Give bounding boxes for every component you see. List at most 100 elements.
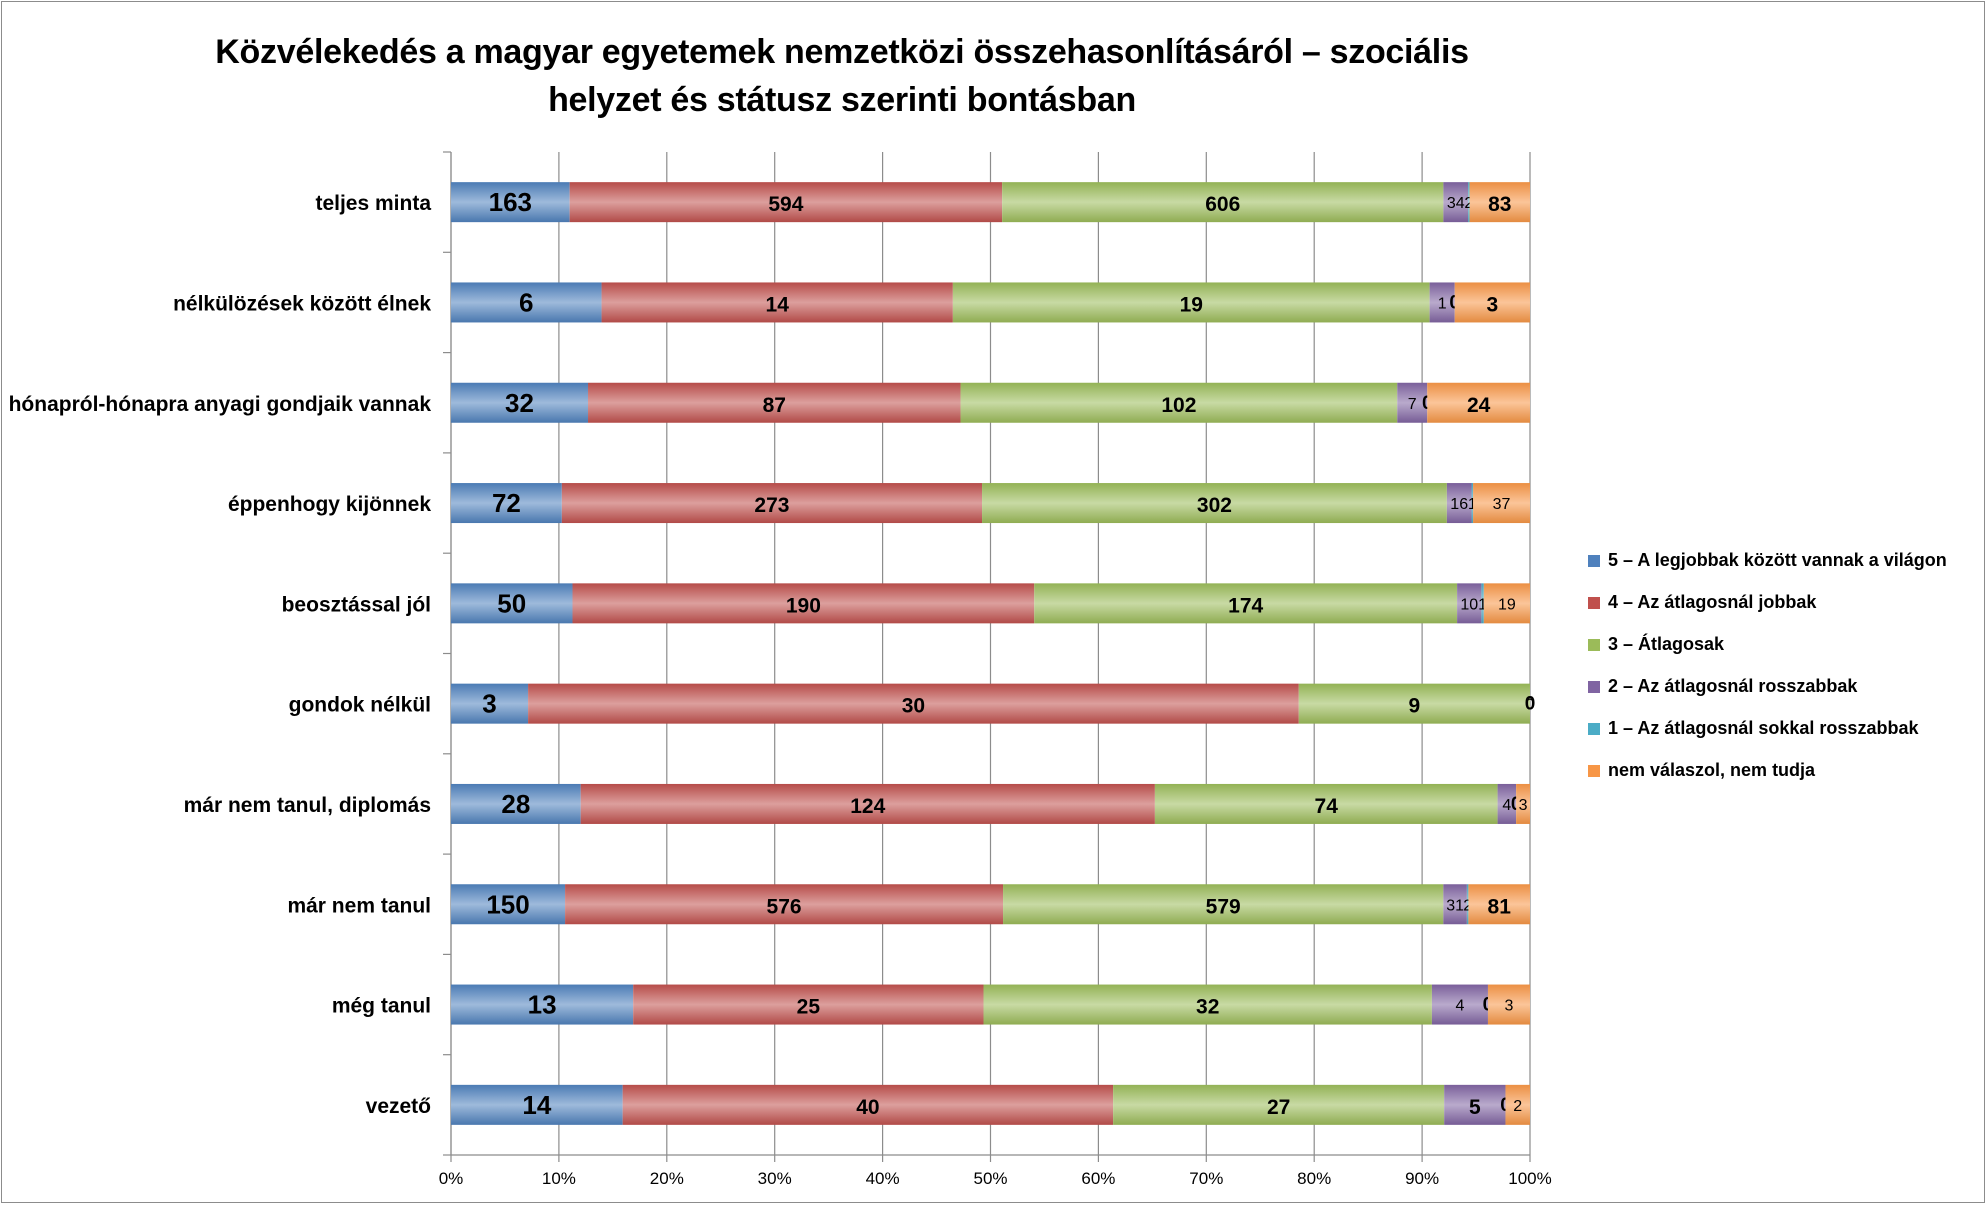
legend-swatch — [1588, 681, 1600, 693]
bar-segment — [451, 382, 589, 423]
bar-segment — [561, 483, 983, 524]
data-label: 34 — [1447, 195, 1465, 212]
x-tick-label: 0% — [439, 1169, 464, 1188]
bar-segment — [1468, 182, 1470, 223]
bar-segment — [1443, 182, 1469, 223]
category-label: még tanul — [332, 995, 431, 1018]
data-label: 7 — [1408, 396, 1417, 413]
bar-segment — [1444, 1084, 1506, 1125]
data-label: 4 — [1502, 797, 1511, 814]
x-tick-label: 80% — [1297, 1169, 1331, 1188]
bar-segment — [451, 683, 529, 724]
legend-swatch — [1588, 639, 1600, 651]
data-label: 14 — [766, 293, 790, 316]
legend-entry: 4 – Az átlagosnál jobbak — [1608, 592, 1817, 612]
data-label: 50 — [497, 588, 526, 618]
bar-segment — [528, 683, 1299, 724]
data-label: 87 — [763, 394, 786, 417]
data-label: 32 — [505, 388, 534, 418]
bar-segment — [451, 282, 602, 323]
bar-segment — [1443, 884, 1467, 925]
axes: 0% 10% 20% 30% 40% 50% 60% 70% 80% 90% 100% teljes … — [9, 151, 1552, 1188]
data-label: 40 — [856, 1096, 879, 1119]
legend-swatch — [1588, 723, 1600, 735]
bar-segment — [1003, 884, 1444, 925]
x-tick-label: 60% — [1081, 1169, 1115, 1188]
bar-segment — [1298, 683, 1530, 724]
x-tick-label: 90% — [1405, 1169, 1439, 1188]
bar-segment — [1481, 583, 1484, 624]
bar-segment — [451, 884, 566, 925]
bar-segment — [451, 984, 634, 1025]
category-label: éppenhogy kijönnek — [228, 493, 431, 516]
data-label: 5 — [1469, 1096, 1481, 1119]
data-label: 13 — [528, 990, 557, 1020]
bar-segment — [580, 783, 1155, 824]
bar-segment — [1457, 583, 1482, 624]
data-label: 579 — [1206, 895, 1241, 918]
legend-swatch — [1588, 555, 1600, 567]
data-label: 83 — [1488, 193, 1511, 216]
x-tick-label: 100% — [1508, 1169, 1551, 1188]
data-label: 9 — [1409, 695, 1421, 718]
data-label: 0 — [1525, 694, 1536, 715]
bar-segment — [1429, 282, 1455, 323]
bar-segment — [1483, 583, 1530, 624]
bar-segment — [1454, 282, 1530, 323]
data-label: 2 — [1513, 1098, 1522, 1115]
chart-title: Közvélekedés a magyar egyetemek nemzetkö… — [215, 33, 1469, 119]
bar-segment — [1516, 783, 1530, 824]
data-label: 3 — [1519, 797, 1528, 814]
bar-segment — [451, 1084, 623, 1125]
category-label: teljes minta — [315, 192, 431, 215]
bar-segment — [1466, 884, 1469, 925]
data-label: 594 — [768, 193, 803, 216]
data-label: 3 — [1505, 998, 1514, 1015]
data-label: 72 — [492, 488, 521, 518]
bar-segment — [1473, 483, 1530, 524]
category-label: már nem tanul, diplomás — [184, 794, 431, 817]
data-label: 163 — [489, 187, 532, 217]
x-tick-label: 40% — [866, 1169, 900, 1188]
data-label: 2 — [1463, 897, 1472, 914]
bar-segment — [952, 282, 1430, 323]
data-label: 31 — [1446, 897, 1464, 914]
legend-swatch — [1588, 765, 1600, 777]
category-label: hónapról-hónapra anyagi gondjaik vannak — [9, 393, 432, 416]
bar-segment — [622, 1084, 1114, 1125]
data-label: 16 — [1450, 496, 1468, 513]
data-label: 190 — [786, 594, 821, 617]
legend-swatch — [1588, 597, 1600, 609]
legend-entry: 1 – Az átlagosnál sokkal rosszabbak — [1608, 718, 1919, 738]
bar-segment — [1468, 884, 1530, 925]
bar-segment — [1505, 1084, 1530, 1125]
bar-segment — [960, 382, 1398, 423]
bar-segment — [1002, 182, 1444, 223]
category-label: gondok nélkül — [289, 694, 431, 717]
data-label: 30 — [902, 695, 925, 718]
data-label: 19 — [1180, 293, 1203, 316]
data-label: 81 — [1488, 895, 1512, 918]
bar-segment — [1487, 984, 1530, 1025]
bar-segment — [1427, 382, 1530, 423]
data-label: 606 — [1205, 193, 1240, 216]
category-label: vezető — [366, 1095, 431, 1118]
data-label: 32 — [1196, 996, 1219, 1019]
data-label: 102 — [1161, 394, 1196, 417]
bar-segment — [1154, 783, 1498, 824]
bar-segment — [1113, 1084, 1445, 1125]
bar-segment — [451, 483, 562, 524]
x-tick-label: 20% — [650, 1169, 684, 1188]
category-label: már nem tanul — [287, 894, 431, 917]
data-label: 6 — [519, 287, 533, 317]
data-label: 27 — [1267, 1096, 1290, 1119]
bar-segment — [451, 583, 573, 624]
data-label: 273 — [754, 494, 789, 517]
x-tick-label: 70% — [1189, 1169, 1223, 1188]
category-label: beosztással jól — [282, 593, 431, 616]
bar-segment — [1431, 984, 1488, 1025]
bar-segment — [601, 282, 953, 323]
data-label: 28 — [501, 789, 530, 819]
